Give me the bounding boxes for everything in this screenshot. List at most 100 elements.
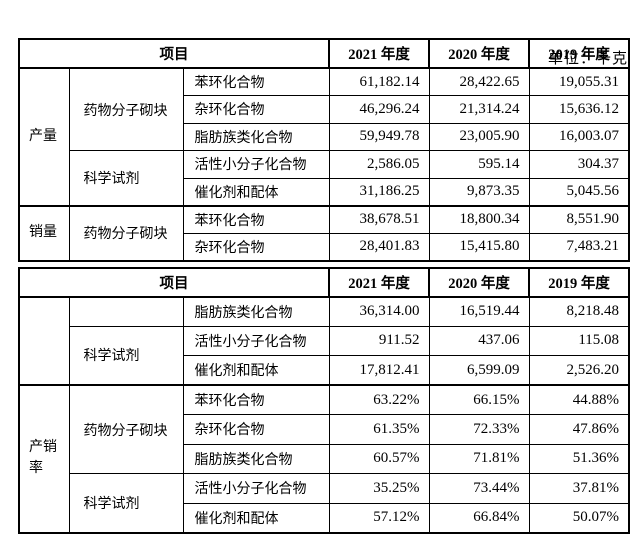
table-header-row: 项目 2021 年度 2020 年度 2019 年度: [17, 266, 631, 298]
value-cell: 15,415.80: [428, 232, 530, 261]
value-cell: 595.14: [428, 150, 530, 179]
value-cell: 59,949.78: [328, 122, 430, 151]
value-cell: 15,636.12: [528, 95, 630, 124]
value-cell: 28,401.83: [328, 232, 430, 261]
table-row: 催化剂和配体 57.12% 66.84% 50.07%: [19, 502, 630, 533]
item-cell: 脂肪族类化合物: [182, 443, 330, 474]
value-cell: 35.25%: [328, 473, 430, 504]
value-cell: 46,296.24: [328, 95, 430, 124]
item-cell: 催化剂和配体: [182, 177, 330, 206]
table-row: 销量 药物分子砌块 苯环化合物 38,678.51 18,800.34 8,55…: [18, 204, 630, 261]
table-row: 科学试剂 活性小分子化合物 2,586.05 595.14 304.37: [19, 150, 630, 206]
value-cell: 16,003.07: [528, 122, 630, 151]
year-header-2019: 2019 年度: [528, 266, 631, 298]
table-row: 脂肪族类化合物 60.57% 71.81% 51.36%: [19, 443, 630, 474]
value-cell: 44.88%: [528, 384, 630, 415]
value-cell: 37.81%: [528, 473, 630, 504]
value-cell: 6,599.09: [428, 355, 530, 386]
table-row: 催化剂和配体 17,812.41 6,599.09 2,526.20: [19, 355, 630, 386]
value-cell: 911.52: [328, 325, 430, 356]
value-cell: 2,526.20: [528, 355, 630, 386]
value-cell: 19,055.31: [528, 67, 630, 96]
value-cell: 17,812.41: [328, 355, 430, 386]
value-cell: 2,586.05: [328, 150, 430, 179]
category-cell-blank: [18, 296, 70, 386]
value-cell: 66.15%: [428, 384, 530, 415]
value-cell: 60.57%: [328, 443, 430, 474]
subcategory-cell-reagents: 科学试剂: [68, 473, 184, 533]
table-row: 杂环化合物 46,296.24 21,314.24 15,636.12: [19, 95, 630, 124]
item-cell: 活性小分子化合物: [182, 325, 330, 356]
item-cell: 杂环化合物: [182, 95, 330, 124]
value-cell: 23,005.90: [428, 122, 530, 151]
value-cell: 61.35%: [328, 414, 430, 445]
table-row: 科学试剂 活性小分子化合物 911.52 437.06 115.08: [19, 325, 630, 386]
year-header-2020: 2020 年度: [428, 266, 531, 298]
value-cell: 61,182.14: [328, 67, 430, 96]
category-cell-ratio: 产销率: [18, 384, 70, 533]
table-row: 催化剂和配体 31,186.25 9,873.35 5,045.56: [19, 177, 630, 206]
category-cell-production: 产量: [18, 67, 70, 206]
item-cell: 催化剂和配体: [182, 502, 330, 533]
value-cell: 47.86%: [528, 414, 630, 445]
value-cell: 36,314.00: [328, 296, 430, 327]
value-cell: 115.08: [528, 325, 630, 356]
value-cell: 21,314.24: [428, 95, 530, 124]
table-row: 脂肪族类化合物 59,949.78 23,005.90 16,003.07: [19, 122, 630, 151]
table-row: 杂环化合物 28,401.83 15,415.80 7,483.21: [19, 232, 630, 261]
item-header: 项目: [17, 38, 331, 69]
category-cell-sales: 销量: [18, 204, 70, 261]
value-cell: 28,422.65: [428, 67, 530, 96]
table-row: 科学试剂 活性小分子化合物 35.25% 73.44% 37.81%: [19, 473, 630, 533]
value-cell: 16,519.44: [428, 296, 530, 327]
value-cell: 18,800.34: [428, 204, 530, 234]
item-cell: 活性小分子化合物: [182, 150, 330, 179]
value-cell: 8,551.90: [528, 204, 630, 234]
item-cell: 催化剂和配体: [182, 355, 330, 386]
subcategory-cell-reagents: 科学试剂: [68, 325, 184, 386]
value-cell: 5,045.56: [528, 177, 630, 206]
value-cell: 72.33%: [428, 414, 530, 445]
ratio-table: 项目 2021 年度 2020 年度 2019 年度 脂肪族类化合物 36,31…: [17, 266, 631, 534]
item-cell: 杂环化合物: [182, 414, 330, 445]
table-header-row: 项目 2021 年度 2020 年度 2019 年度: [17, 38, 631, 69]
value-cell: 51.36%: [528, 443, 630, 474]
value-cell: 437.06: [428, 325, 530, 356]
value-cell: 7,483.21: [528, 232, 630, 261]
table-row: 产销率 药物分子砌块 苯环化合物 63.22% 66.15% 44.88%: [18, 384, 630, 533]
year-header-2020: 2020 年度: [428, 38, 531, 69]
document-page: 单位：千克 项目 2021 年度 2020 年度 2019 年度 产量 药物分子…: [0, 38, 640, 540]
year-header-2019: 2019 年度: [528, 38, 631, 69]
value-cell: 73.44%: [428, 473, 530, 504]
item-cell: 脂肪族类化合物: [182, 122, 330, 151]
item-cell: 苯环化合物: [182, 384, 330, 415]
value-cell: 63.22%: [328, 384, 430, 415]
item-cell: 杂环化合物: [182, 232, 330, 261]
value-cell: 31,186.25: [328, 177, 430, 206]
item-cell: 苯环化合物: [182, 67, 330, 96]
value-cell: 71.81%: [428, 443, 530, 474]
item-header: 项目: [17, 266, 331, 298]
subcategory-cell-reagents: 科学试剂: [68, 150, 184, 206]
unit-label: 单位：千克: [547, 51, 628, 67]
production-sales-table: 项目 2021 年度 2020 年度 2019 年度 产量 药物分子砌块 苯环化…: [17, 38, 631, 262]
item-cell: 苯环化合物: [182, 204, 330, 234]
subcategory-cell-drug-blocks: 药物分子砌块: [68, 384, 184, 474]
value-cell: 8,218.48: [528, 296, 630, 327]
subcategory-cell-blank: [68, 296, 184, 327]
value-cell: 9,873.35: [428, 177, 530, 206]
value-cell: 38,678.51: [328, 204, 430, 234]
value-cell: 57.12%: [328, 502, 430, 533]
item-cell: 活性小分子化合物: [182, 473, 330, 504]
year-header-2021: 2021 年度: [328, 38, 431, 69]
value-cell: 304.37: [528, 150, 630, 179]
table-row: 产量 药物分子砌块 苯环化合物 61,182.14 28,422.65 19,0…: [18, 67, 630, 206]
subcategory-cell-drug-blocks: 药物分子砌块: [68, 204, 184, 261]
year-header-2021: 2021 年度: [328, 266, 431, 298]
value-cell: 50.07%: [528, 502, 630, 533]
table-row: 脂肪族类化合物 36,314.00 16,519.44 8,218.48: [18, 296, 630, 386]
table-row: 杂环化合物 61.35% 72.33% 47.86%: [19, 414, 630, 445]
item-cell: 脂肪族类化合物: [182, 296, 330, 327]
subcategory-cell-drug-blocks: 药物分子砌块: [68, 67, 184, 151]
value-cell: 66.84%: [428, 502, 530, 533]
